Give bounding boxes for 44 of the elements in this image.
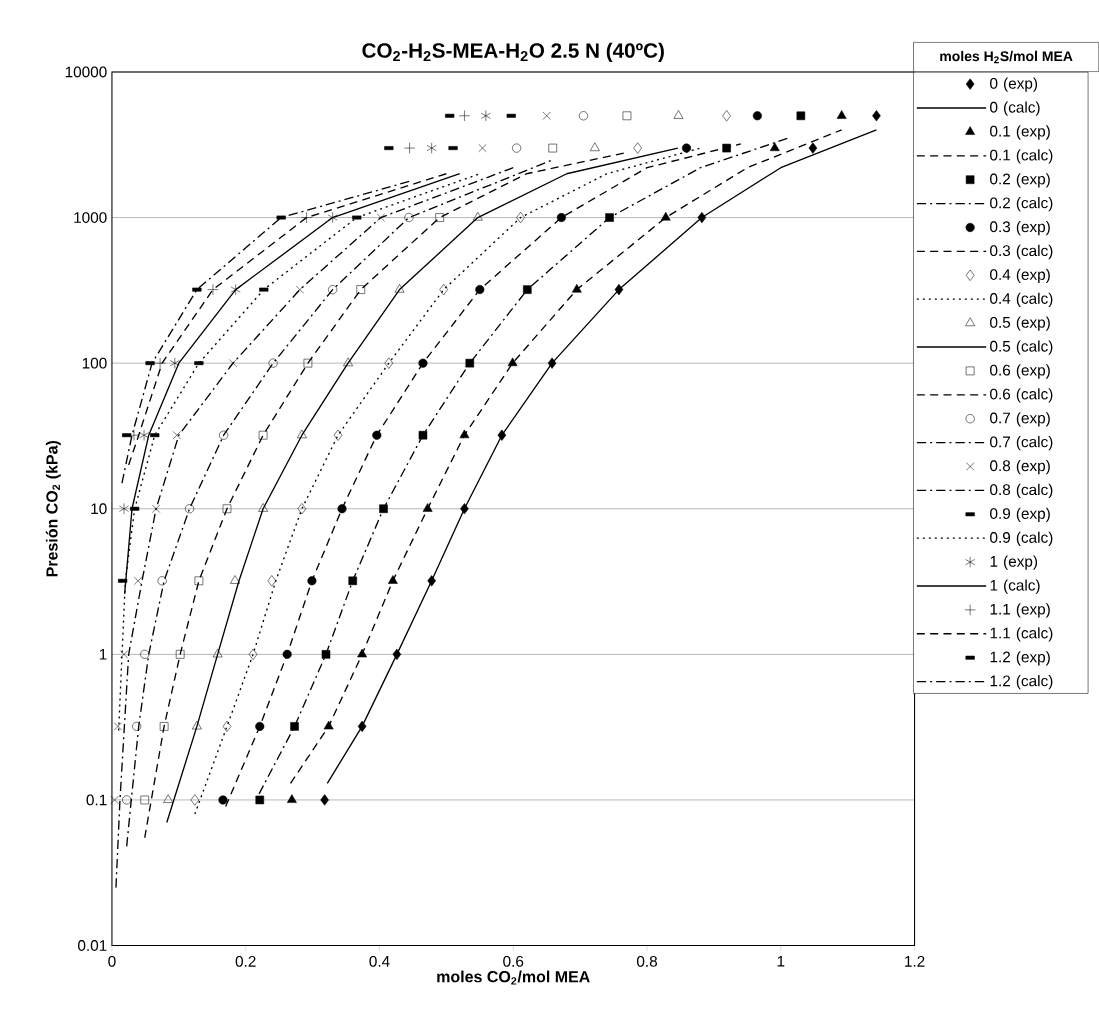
x-axis-title: moles CO$_{2}$/mol MEA xyxy=(437,970,590,985)
legend-label: 0.8 (calc) xyxy=(990,484,1053,499)
legend-label: 0.1 (calc) xyxy=(990,149,1053,164)
legend-label: 1 (calc) xyxy=(990,579,1040,594)
x-tick-label: 0 xyxy=(108,956,116,968)
legend-label: 0 (exp) xyxy=(990,77,1038,93)
y-tick-label: 1 xyxy=(99,649,107,660)
legend-label: 0.8 (exp) xyxy=(990,460,1050,475)
legend-label: 0.2 (calc) xyxy=(990,197,1053,212)
x-tick-label: 0.4 xyxy=(369,956,390,968)
legend-label: 0 (calc) xyxy=(990,101,1040,116)
legend-label: 0.4 (exp) xyxy=(990,269,1050,284)
y-tick-label: 10 xyxy=(91,503,107,515)
y-tick-label: 1000 xyxy=(74,212,107,224)
legend-label: 0.9 (calc) xyxy=(990,531,1053,547)
legend-label: 0.2 (exp) xyxy=(990,173,1050,188)
legend-label: 0.3 (calc) xyxy=(990,245,1053,260)
legend-label: 1.2 (calc) xyxy=(990,675,1053,690)
legend-label: 1.2 (exp) xyxy=(990,651,1050,666)
chart-title: CO$_{2}$-H$_{2}$S-MEA-H$_{2}$O 2.5 N (40ºC) xyxy=(362,42,664,63)
y-tick-label: 100 xyxy=(82,357,107,369)
legend-label: 0.4 (calc) xyxy=(990,292,1053,308)
x-tick-label: 1.2 xyxy=(905,956,925,967)
legend-label: 0.3 (exp) xyxy=(990,221,1050,236)
y-tick-label: 0.1 xyxy=(86,794,107,806)
legend-label: 0.7 (calc) xyxy=(990,436,1053,451)
legend-label: 0.5 (calc) xyxy=(990,340,1053,355)
x-tick-label: 0.8 xyxy=(636,956,658,968)
legend-label: 1 (exp) xyxy=(990,555,1038,571)
x-tick-label: 1 xyxy=(777,956,785,967)
legend-label: 0.6 (exp) xyxy=(990,364,1050,379)
legend-label: 1.1 (exp) xyxy=(990,603,1050,618)
y-tick-label: 0.01 xyxy=(78,940,107,952)
y-axis-title: Presión CO$_{2}$ (kPa) xyxy=(45,441,61,577)
legend-title: moles H$_{2}$S/mol MEA xyxy=(940,51,1073,64)
x-tick-label: 0.6 xyxy=(503,956,524,968)
legend-label: 0.6 (calc) xyxy=(990,388,1053,403)
x-tick-label: 0.2 xyxy=(235,956,256,968)
legend-label: 0.9 (exp) xyxy=(990,508,1050,523)
y-tick-label: 10000 xyxy=(65,66,107,78)
legend-label: 0.1 (exp) xyxy=(990,125,1050,140)
legend-label: 1.1 (calc) xyxy=(990,627,1053,642)
legend-label: 0.5 (exp) xyxy=(990,316,1050,332)
legend-label: 0.7 (exp) xyxy=(990,412,1050,427)
